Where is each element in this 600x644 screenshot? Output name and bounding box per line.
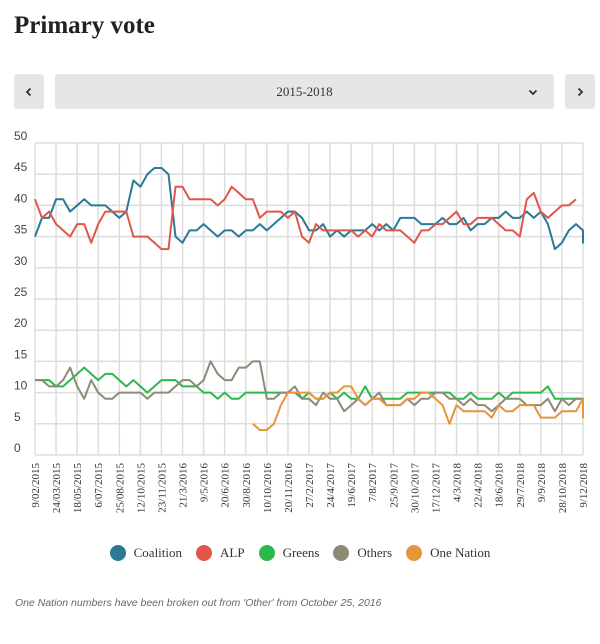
x-tick-label: 9/02/2015 (30, 463, 42, 508)
legend-label: One Nation (430, 545, 491, 560)
footnote: One Nation numbers have been broken out … (15, 597, 382, 609)
legend-label: Coalition (133, 545, 183, 560)
x-tick-label: 27/2/2017 (304, 463, 316, 508)
x-tick-label: 30/8/2016 (241, 463, 253, 508)
previous-period-button[interactable] (14, 74, 44, 109)
chevron-down-icon (528, 89, 538, 96)
legend-swatch-icon (109, 545, 126, 561)
primary-vote-chart: 0 5 10 15 20 25 30 35 40 45 50 9/02/2015 24/03/2015… (14, 130, 590, 514)
y-tick-label: 10 (14, 379, 28, 393)
legend-item-coalition[interactable]: Coalition (109, 545, 183, 561)
chart-series (34, 167, 584, 431)
y-tick-label: 45 (14, 160, 28, 174)
x-tick-label: 30/10/2017 (409, 463, 421, 514)
x-tick-label: 29/7/2018 (515, 463, 527, 508)
y-tick-label: 50 (14, 130, 28, 143)
x-tick-label: 25/08/2015 (114, 463, 126, 514)
legend-item-one-nation[interactable]: One Nation (406, 545, 490, 561)
x-tick-label: 9/12/2018 (578, 463, 590, 508)
x-tick-label: 18/6/2018 (494, 463, 506, 508)
page-title: Primary vote (14, 12, 155, 39)
chart-legend: Coalition ALP Greens Others One Nation (0, 545, 600, 561)
x-tick-label: 18/05/2015 (72, 463, 84, 514)
x-tick-label: 24/4/2017 (325, 463, 337, 508)
legend-item-alp[interactable]: ALP (196, 545, 245, 561)
x-tick-label: 17/12/2017 (430, 463, 442, 514)
legend-swatch-icon (258, 545, 275, 561)
x-tick-label: 4/3/2018 (452, 463, 464, 503)
x-tick-label: 7/8/2017 (367, 463, 379, 503)
y-tick-label: 25 (14, 285, 28, 299)
x-tick-label: 23/11/2015 (156, 463, 168, 513)
y-tick-label: 35 (14, 223, 28, 237)
y-tick-label: 40 (14, 191, 28, 205)
x-tick-label: 22/4/2018 (473, 463, 485, 508)
legend-label: ALP (220, 545, 245, 560)
legend-label: Greens (282, 545, 320, 560)
x-tick-label: 19/6/2017 (346, 463, 358, 508)
series-line-one-nation (252, 385, 584, 431)
x-tick-label: 12/10/2015 (135, 463, 147, 514)
x-tick-label: 10/10/2016 (262, 463, 274, 514)
y-tick-label: 0 (14, 441, 21, 455)
period-select-value: 2015-2018 (276, 83, 333, 99)
period-select[interactable]: 2015-2018 (55, 74, 554, 109)
legend-item-others[interactable]: Others (333, 545, 392, 561)
next-period-button[interactable] (565, 74, 595, 109)
series-line-others (35, 360, 584, 413)
chevron-right-icon (577, 87, 584, 96)
legend-swatch-icon (406, 545, 423, 561)
legend-item-greens[interactable]: Greens (258, 545, 320, 561)
x-tick-label: 25/9/2017 (388, 463, 400, 508)
x-tick-label: 9/9/2018 (536, 463, 548, 503)
legend-swatch-icon (196, 545, 213, 561)
x-tick-label: 20/6/2016 (220, 463, 232, 508)
x-axis-ticks: 9/02/2015 24/03/2015 18/05/2015 6/07/2015 25… (30, 463, 590, 514)
y-tick-label: 20 (14, 316, 28, 330)
x-tick-label: 24/03/2015 (51, 463, 63, 514)
y-tick-label: 30 (14, 254, 28, 268)
y-axis-ticks: 0 5 10 15 20 25 30 35 40 45 50 (14, 130, 28, 455)
x-tick-label: 21/3/2016 (178, 463, 190, 508)
x-tick-label: 28/10/2018 (557, 463, 569, 514)
x-tick-label: 6/07/2015 (93, 463, 105, 508)
legend-swatch-icon (333, 545, 350, 561)
chevron-left-icon (25, 87, 32, 96)
x-tick-label: 20/11/2016 (283, 463, 295, 513)
series-line-alp (34, 185, 577, 251)
legend-label: Others (357, 545, 393, 560)
y-tick-label: 5 (14, 410, 21, 424)
y-tick-label: 15 (14, 347, 28, 361)
x-tick-label: 9/5/2016 (199, 463, 211, 503)
